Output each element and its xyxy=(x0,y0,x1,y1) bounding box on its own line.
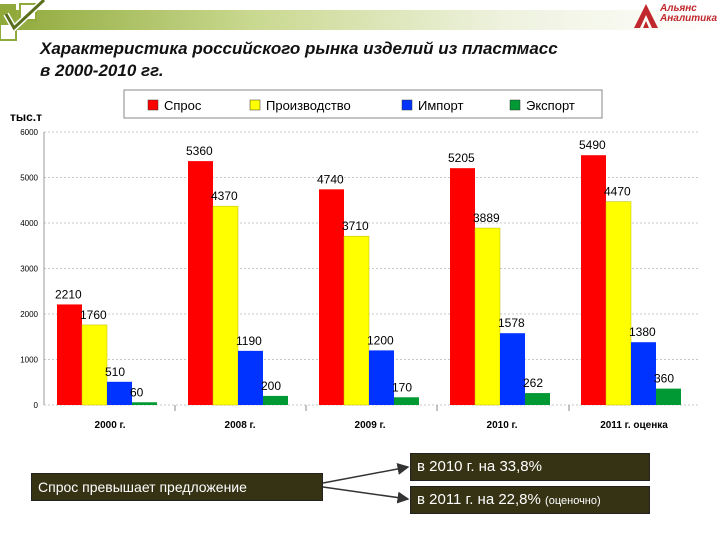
data-label-2-2: 1200 xyxy=(367,333,394,347)
bar-0-1 xyxy=(81,324,108,406)
callout-2011-main: в 2011 г. на 22,8% xyxy=(417,491,541,508)
y-tick-label-4: 4000 xyxy=(20,219,38,228)
x-tick-label-0: 2000 г. xyxy=(95,420,126,431)
legend-box xyxy=(123,89,603,119)
header-band xyxy=(0,10,720,30)
data-label-1-1: 4370 xyxy=(211,189,238,203)
title-line-1: Характеристика российского рынка изделий… xyxy=(40,39,558,58)
bar-2-1 xyxy=(343,235,370,406)
data-label-0-0: 2210 xyxy=(55,287,82,301)
callout-2010: в 2010 г. на 33,8% xyxy=(410,453,650,481)
data-label-3-3: 262 xyxy=(523,376,543,390)
data-label-4-0: 5490 xyxy=(579,138,606,152)
data-label-4-2: 1380 xyxy=(629,325,656,339)
title-line-2: в 2000-2010 гг. xyxy=(40,61,164,80)
logo-text: Альянс Аналитика xyxy=(660,3,718,24)
data-label-2-0: 4740 xyxy=(317,172,344,186)
demand-exceeds-supply-callout: Спрос превышает предложение xyxy=(31,473,323,501)
x-tick-label-1: 2008 г. xyxy=(225,420,256,431)
bar-3-0 xyxy=(450,168,475,405)
bar-1-1 xyxy=(212,205,239,406)
x-axis-labels: 2000 г. 2008 г. 2009 г. 2010 г. 2011 г. оцен… xyxy=(95,420,669,431)
bars: 2210 1760 510 60 5360 4370 1190 200 4740 3710 1200… xyxy=(55,138,681,406)
legend-swatch-3 xyxy=(509,99,521,111)
data-label-0-1: 1760 xyxy=(80,308,107,322)
x-tick-label-2: 2009 г. xyxy=(355,420,386,431)
bar-2-2 xyxy=(369,350,394,405)
bar-3-1 xyxy=(474,227,501,406)
bar-4-3 xyxy=(656,388,681,405)
data-label-1-0: 5360 xyxy=(186,144,213,158)
bar-1-2 xyxy=(238,350,263,405)
legend-swatch-1 xyxy=(249,99,261,111)
bar-1-3 xyxy=(263,395,288,405)
data-label-3-1: 3889 xyxy=(473,211,500,225)
y-axis-label: тыс.т xyxy=(10,110,42,124)
y-tick-label-0: 0 xyxy=(34,401,39,410)
legend-swatch-0 xyxy=(147,99,159,111)
legend-label-2: Импорт xyxy=(418,98,463,113)
legend-label-0: Спрос xyxy=(164,98,202,113)
data-label-0-3: 60 xyxy=(130,385,144,399)
legend-label-3: Экспорт xyxy=(526,98,575,113)
legend-label-1: Производство xyxy=(266,98,351,113)
corner-check-graphic xyxy=(0,0,47,41)
bar-2-3 xyxy=(394,397,419,405)
bar-0-3 xyxy=(132,402,157,405)
bar-4-2 xyxy=(631,342,656,405)
x-tick-label-3: 2010 г. xyxy=(487,420,518,431)
callout-2011: в 2011 г. на 22,8% (оценочно) xyxy=(410,486,650,514)
bar-4-1 xyxy=(605,201,632,406)
data-label-0-2: 510 xyxy=(105,365,125,379)
data-label-4-3: 360 xyxy=(654,372,674,386)
data-label-3-0: 5205 xyxy=(448,151,475,165)
page-title: Характеристика российского рынка изделий… xyxy=(40,38,680,82)
data-label-4-1: 4470 xyxy=(604,185,631,199)
bar-3-3 xyxy=(525,393,550,405)
bar-chart: Спрос Производство Импорт Экспорт тыс.т 0 10… xyxy=(10,89,700,431)
y-tick-label-3: 3000 xyxy=(20,265,38,274)
y-tick-label-6: 6000 xyxy=(20,128,38,137)
legend-swatch-2 xyxy=(401,99,413,111)
bar-1-0 xyxy=(188,161,213,405)
y-tick-label-2: 2000 xyxy=(20,310,38,319)
data-label-2-3: 170 xyxy=(392,380,412,394)
data-label-2-1: 3710 xyxy=(342,219,369,233)
bar-0-2 xyxy=(107,381,132,405)
legend: Спрос Производство Импорт Экспорт xyxy=(147,98,575,113)
y-tick-label-5: 5000 xyxy=(20,174,38,183)
bar-2-0 xyxy=(319,189,344,405)
callout-2011-note: (оценочно) xyxy=(545,495,601,507)
data-label-3-2: 1578 xyxy=(498,316,525,330)
data-label-1-2: 1190 xyxy=(236,334,262,348)
logo-icon xyxy=(634,4,658,28)
bar-0-0 xyxy=(57,304,82,405)
y-tick-label-1: 1000 xyxy=(20,356,38,365)
x-tick-label-4: 2011 г. оценка xyxy=(600,420,668,431)
bar-4-0 xyxy=(581,155,606,405)
bar-3-2 xyxy=(500,333,525,405)
data-label-1-3: 200 xyxy=(261,379,281,393)
